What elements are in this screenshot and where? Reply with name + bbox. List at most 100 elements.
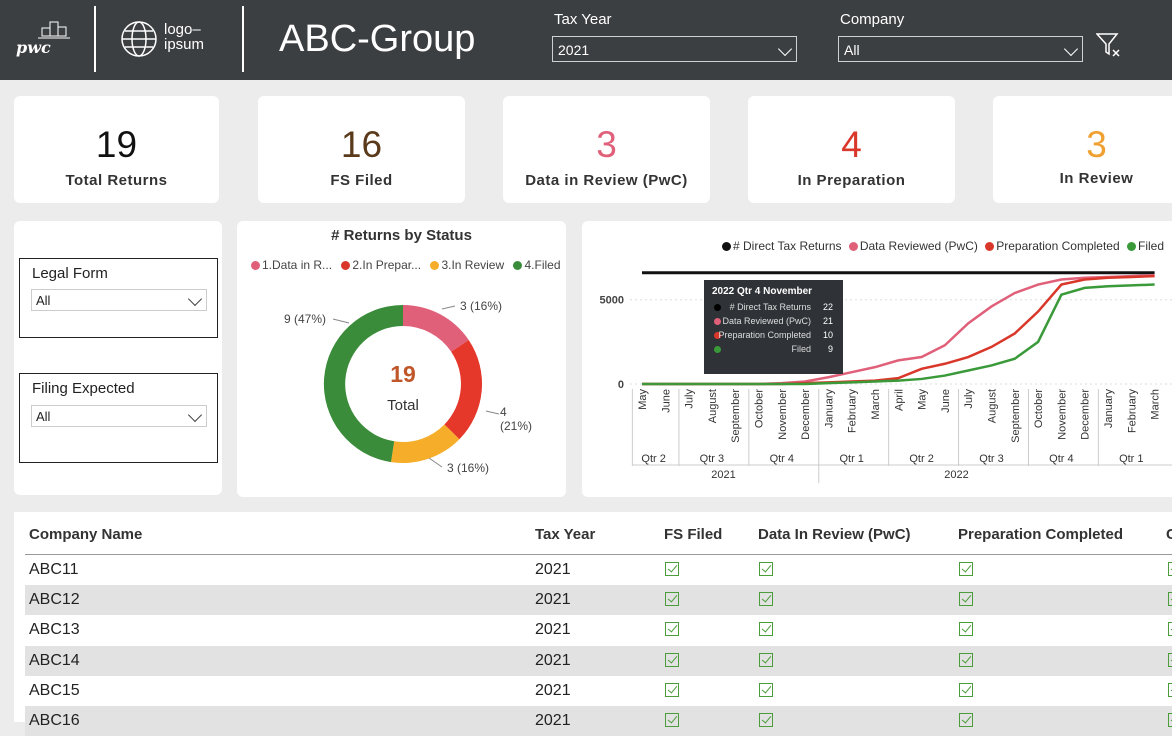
legend-item[interactable]: Preparation Completed xyxy=(985,239,1120,253)
month-tick-label: August xyxy=(987,389,999,423)
month-tick-label: January xyxy=(823,389,835,429)
building-icon xyxy=(38,21,70,39)
header-divider xyxy=(242,6,244,72)
tax-year-dropdown[interactable]: 2021 xyxy=(552,36,797,62)
quarter-tick-label: Qtr 2 xyxy=(909,453,933,465)
kpi-fs-filed: 16 FS Filed xyxy=(258,96,465,203)
month-tick-label: May xyxy=(637,389,649,410)
returns-by-status-card: # Returns by Status 1.Data in R... 2.In … xyxy=(237,221,566,497)
company-name-cell: ABC16 xyxy=(29,712,80,729)
kpi-value: 3 xyxy=(596,124,617,165)
legal-form-dropdown[interactable]: All xyxy=(31,289,207,311)
checkmark-icon xyxy=(759,682,773,697)
quarter-tick-label: Qtr 2 xyxy=(641,453,665,465)
month-tick-label: January xyxy=(1103,389,1115,429)
filing-expected-value: All xyxy=(36,409,51,424)
column-header[interactable]: Tax Year xyxy=(535,526,596,543)
kpi-in-review: 3 In Review xyxy=(993,96,1172,203)
checkmark-icon xyxy=(959,622,973,637)
month-tick-label: February xyxy=(1126,389,1138,434)
column-header[interactable]: Data In Review (PwC) xyxy=(758,526,911,543)
tax-year-value: 2021 xyxy=(558,42,590,58)
company-name-cell: ABC15 xyxy=(29,681,80,699)
legend-item[interactable]: 3.In Review xyxy=(430,258,504,272)
checkmark-icon xyxy=(665,713,679,727)
tooltip-label: # Direct Tax Returns xyxy=(729,302,811,312)
table-row[interactable]: ABC15 2021 xyxy=(25,676,1172,706)
kpi-value: 4 xyxy=(841,124,862,165)
month-tick-label: November xyxy=(1056,389,1068,440)
kpi-label: Data in Review (PwC) xyxy=(525,172,688,189)
month-tick-label: May xyxy=(917,389,929,410)
checkmark-icon xyxy=(759,652,773,667)
table-row[interactable]: ABC12 2021 xyxy=(25,585,1172,616)
checkmark-icon xyxy=(759,592,773,607)
company-label: Company xyxy=(840,11,905,28)
tooltip-value: 10 xyxy=(822,330,833,340)
donut-center-label: Total xyxy=(387,397,419,414)
filing-expected-label: Filing Expected xyxy=(32,380,135,397)
month-tick-label: February xyxy=(847,389,859,434)
filing-expected-dropdown[interactable]: All xyxy=(31,405,207,427)
y-tick-label: 5000 xyxy=(600,295,624,307)
chevron-down-icon xyxy=(187,291,203,307)
column-header[interactable]: Company Name xyxy=(29,526,143,543)
kpi-label: Total Returns xyxy=(65,172,168,189)
legend-item[interactable]: Filed xyxy=(1126,239,1164,253)
kpi-value: 3 xyxy=(1086,124,1107,165)
donut-legend: 1.Data in R... 2.In Prepar... 3.In Revie… xyxy=(251,258,567,272)
table-row[interactable]: ABC14 2021 xyxy=(25,645,1172,676)
column-header[interactable]: Preparation Completed xyxy=(958,526,1124,543)
legend-item[interactable]: 2.In Prepar... xyxy=(341,258,421,272)
tax-year-cell: 2021 xyxy=(535,681,571,699)
legal-form-label: Legal Form xyxy=(32,265,108,282)
month-tick-label: September xyxy=(730,389,742,443)
table-row[interactable]: ABC11 2021 xyxy=(25,555,1172,585)
month-tick-label: April xyxy=(893,389,905,411)
company-dropdown[interactable]: All xyxy=(838,36,1083,62)
partner-logo-line2: ipsum xyxy=(164,36,205,53)
globe-icon xyxy=(121,21,157,57)
quarter-tick-label: Qtr 1 xyxy=(839,453,863,465)
table-row[interactable]: ABC13 2021 xyxy=(25,615,1172,645)
table-row[interactable]: ABC16 2021 xyxy=(25,706,1172,736)
checkmark-icon xyxy=(759,622,773,637)
filing-expected-slicer: Filing Expected All xyxy=(19,373,218,463)
legend-item[interactable]: Data Reviewed (PwC) xyxy=(848,239,978,253)
legend-item[interactable]: # Direct Tax Returns xyxy=(722,239,842,253)
checkmark-icon xyxy=(665,652,679,667)
kpi-value: 19 xyxy=(95,124,138,165)
header-divider xyxy=(25,554,1172,555)
kpi-total-returns: 19 Total Returns xyxy=(14,96,219,203)
month-tick-label: August xyxy=(707,389,719,423)
chevron-down-icon xyxy=(187,407,203,423)
checkmark-icon xyxy=(1168,622,1172,637)
donut-center-value: 19 xyxy=(390,361,416,387)
partner-logo: logo– ipsum xyxy=(120,20,220,60)
checkmark-icon xyxy=(759,562,773,576)
legend-item[interactable]: 4.Filed xyxy=(513,258,561,272)
quarter-tick-label: Qtr 1 xyxy=(1119,453,1143,465)
month-tick-label: November xyxy=(777,389,789,440)
column-header[interactable]: C xyxy=(1166,526,1172,543)
tooltip-title: 2022 Qtr 4 November xyxy=(712,286,813,297)
kpi-label: In Preparation xyxy=(797,172,906,189)
donut-label: 9 (47%) xyxy=(284,312,327,326)
month-tick-label: October xyxy=(1033,389,1045,428)
donut-label: 3 (16%) xyxy=(460,299,503,313)
legend-item[interactable]: 1.Data in R... xyxy=(251,258,332,272)
tooltip-value: 22 xyxy=(822,302,833,312)
column-header[interactable]: FS Filed xyxy=(664,526,723,543)
status-trend-card: # Direct Tax Returns Data Reviewed (PwC)… xyxy=(582,221,1172,497)
company-name-cell: ABC13 xyxy=(29,621,80,639)
page-title: ABC-Group xyxy=(279,18,476,60)
checkmark-icon xyxy=(1168,652,1172,667)
kpi-label: In Review xyxy=(1059,170,1134,187)
month-tick-label: July xyxy=(963,389,975,409)
quarter-tick-label: Qtr 3 xyxy=(700,453,724,465)
checkmark-icon xyxy=(959,592,973,607)
donut-slice-in-review xyxy=(391,424,460,463)
donut-slice-data-in-review xyxy=(403,304,469,352)
clear-filter-icon[interactable] xyxy=(1096,32,1122,58)
checkmark-icon xyxy=(1168,562,1172,576)
